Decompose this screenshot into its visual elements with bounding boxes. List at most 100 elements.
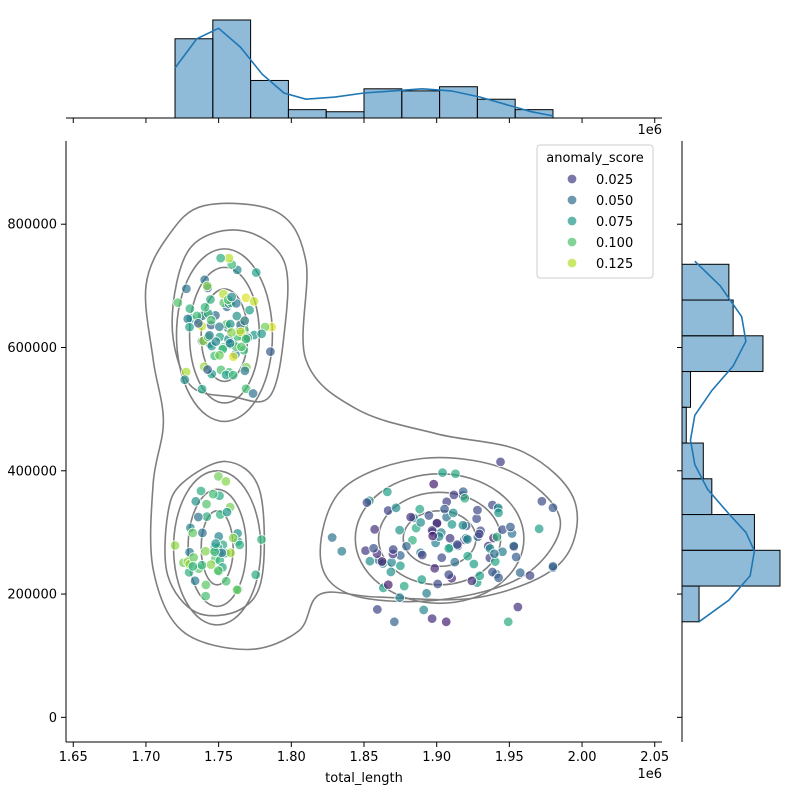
legend-title: anomaly_score xyxy=(546,151,644,166)
scatter-point xyxy=(387,544,399,555)
scatter-point xyxy=(193,511,204,523)
scatter-point xyxy=(188,552,199,563)
scatter-point xyxy=(224,338,236,349)
scatter-point xyxy=(207,488,219,500)
scatter-point xyxy=(462,550,473,562)
scatter-point xyxy=(474,528,485,540)
right-histogram-bar xyxy=(681,514,755,551)
scatter-point xyxy=(394,524,405,536)
scatter-point xyxy=(231,310,243,322)
scatter-point xyxy=(428,478,439,490)
scatter-point xyxy=(181,283,192,294)
x-tick-label: 2.05 xyxy=(640,750,669,765)
legend-label: 0.100 xyxy=(596,236,633,251)
scatter-point xyxy=(201,498,212,510)
scatter-point xyxy=(448,489,460,501)
scatter-point xyxy=(235,326,246,337)
x-tick-label: 1.90 xyxy=(422,750,451,765)
scatter-point xyxy=(213,471,224,482)
scatter-points xyxy=(169,252,559,628)
scatter-point xyxy=(385,566,397,578)
scatter-point xyxy=(443,543,454,554)
scatter-point xyxy=(414,503,425,515)
scatter-point xyxy=(202,364,213,375)
legend-label: 0.125 xyxy=(596,257,633,272)
scatter-point xyxy=(441,616,452,628)
top-histogram-bar xyxy=(439,86,478,119)
scatter-point xyxy=(536,496,548,507)
scatter-point xyxy=(256,328,267,339)
scatter-point xyxy=(443,569,454,580)
x-axis-label: total_length xyxy=(325,771,403,786)
right-kde-line xyxy=(689,260,756,623)
scatter-point xyxy=(437,467,448,478)
scatter-point xyxy=(247,388,259,399)
top-histogram-bar xyxy=(212,19,252,119)
scatter-point xyxy=(457,520,469,531)
scatter-point xyxy=(515,567,526,578)
scatter-point xyxy=(432,578,443,590)
scatter-point xyxy=(418,604,429,616)
scatter-point xyxy=(226,327,237,338)
scatter-point xyxy=(468,558,480,570)
scatter-point xyxy=(196,559,208,571)
scatter-point xyxy=(184,303,196,314)
right-marginal-histogram xyxy=(681,260,781,623)
scatter-point xyxy=(401,541,412,552)
x-tick-label: 1.70 xyxy=(131,750,160,765)
legend-marker xyxy=(566,236,578,248)
scatter-point xyxy=(508,540,519,552)
scatter-point xyxy=(204,330,215,341)
scatter-point xyxy=(169,540,181,551)
x-tick-label: 1.80 xyxy=(277,750,306,765)
axes: 1.65 1.70 1.75 1.80 1.85 1.90 1.95 2.00 2.05 0 200… xyxy=(7,117,683,765)
scatter-point xyxy=(423,510,435,521)
x-tick-label: 1.75 xyxy=(204,750,233,765)
kde-outer-contour xyxy=(164,460,266,617)
scatter-point xyxy=(210,538,221,549)
top-histogram-bar xyxy=(363,88,403,119)
scatter-point xyxy=(214,350,225,361)
scatter-point xyxy=(462,534,473,545)
scatter-point xyxy=(372,604,383,615)
top-histogram-bar xyxy=(250,79,289,119)
scatter-point xyxy=(195,485,207,497)
scatter-point xyxy=(240,333,252,345)
scatter-point xyxy=(547,502,559,513)
scatter-point xyxy=(234,539,245,551)
scatter-point xyxy=(466,575,478,587)
y-tick-label: 200000 xyxy=(7,588,57,603)
scatter-point xyxy=(495,456,506,468)
scatter-point xyxy=(448,507,459,519)
scatter-point xyxy=(184,321,195,333)
scatter-point xyxy=(205,294,216,305)
scatter-point xyxy=(505,521,516,533)
scatter-point xyxy=(398,580,410,592)
scatter-point xyxy=(248,296,260,307)
legend-label: 0.025 xyxy=(596,173,633,188)
scatter-point xyxy=(250,569,261,580)
scatter-point xyxy=(493,507,504,519)
scatter-point xyxy=(427,530,438,542)
top-histogram-bar xyxy=(287,109,327,119)
scatter-point xyxy=(390,502,402,513)
scatter-point xyxy=(190,496,201,507)
scatter-point xyxy=(369,524,380,535)
right-histogram-bar xyxy=(681,299,734,337)
scatter-point xyxy=(225,547,236,559)
x-tick-label: 1.85 xyxy=(350,750,379,765)
top-marginal-offset-label: 1e6 xyxy=(637,123,662,138)
legend-label: 0.075 xyxy=(596,215,633,230)
scatter-point xyxy=(214,321,225,333)
scatter-point xyxy=(213,565,224,576)
scatter-point xyxy=(361,497,373,508)
scatter-point xyxy=(449,556,461,568)
x-tick-label: 1.65 xyxy=(59,750,88,765)
top-histogram-bar xyxy=(514,109,554,119)
scatter-point xyxy=(426,613,438,624)
scatter-point xyxy=(436,552,447,563)
scatter-point xyxy=(524,570,536,581)
scatter-point xyxy=(421,588,432,599)
scatter-point xyxy=(405,511,416,523)
